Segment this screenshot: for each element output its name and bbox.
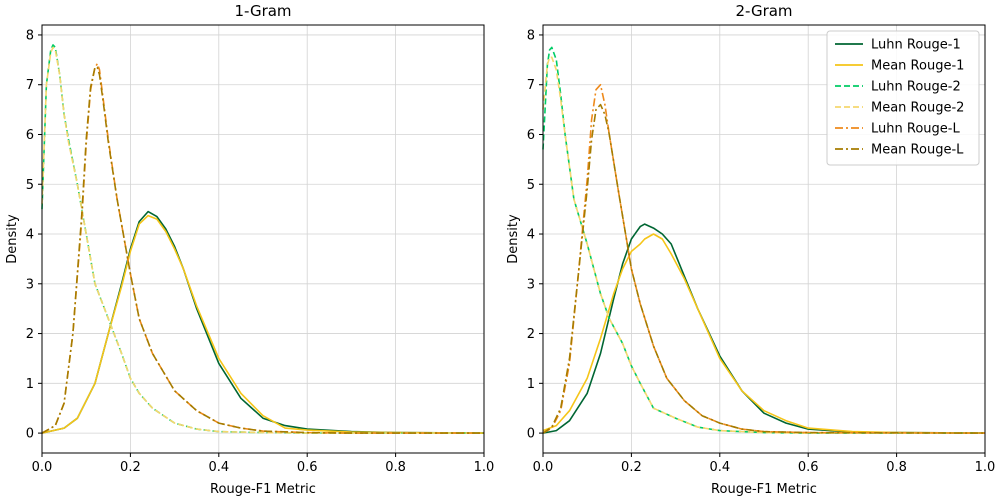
- y-axis-label: Density: [506, 214, 521, 264]
- x-axis-label: Rouge-F1 Metric: [711, 482, 817, 497]
- y-tick-label: 6: [26, 128, 34, 143]
- y-tick-label: 3: [527, 277, 535, 292]
- y-tick-label: 3: [26, 277, 34, 292]
- legend-label: Mean Rouge-1: [871, 59, 964, 74]
- x-tick-label: 0.6: [798, 460, 819, 475]
- y-tick-label: 0: [26, 427, 34, 442]
- y-tick-label: 4: [527, 228, 535, 243]
- x-tick-label: 1.0: [474, 460, 495, 475]
- subplot-0: 0.0 0.2 0.4 0.6 0.8 1.0 0 1 2 3 4 5 6 7 8 1-Gram Rouge-F…: [5, 2, 494, 497]
- x-axis-label: Rouge-F1 Metric: [210, 482, 316, 497]
- x-tick-label: 0.6: [297, 460, 318, 475]
- y-tick-label: 5: [26, 178, 34, 193]
- legend-label: Mean Rouge-L: [871, 143, 964, 158]
- series-line-mean-rouge-2: [542, 56, 985, 434]
- y-tick-label: 8: [26, 28, 34, 43]
- y-tick-label: 7: [26, 78, 34, 93]
- x-tick-label: 0.2: [621, 460, 642, 475]
- plot-area: [42, 25, 484, 453]
- series-line-mean-rouge-1: [542, 233, 986, 434]
- series-line-luhn-rouge-1: [542, 223, 986, 434]
- y-tick-label: 7: [527, 78, 535, 93]
- subplot-1: 0.0 0.2 0.4 0.6 0.8 1.0 0 1 2 3 4 5 6 7 8 2-Gram Rouge-F…: [506, 2, 995, 497]
- y-tick-label: 1: [527, 377, 535, 392]
- y-tick-label: 2: [527, 327, 535, 342]
- y-tick-label: 1: [26, 377, 34, 392]
- series-line-mean-rouge-l: [41, 66, 484, 434]
- y-tick-label: 4: [26, 228, 34, 243]
- y-tick-label: 6: [527, 128, 535, 143]
- series-line-mean-rouge-1: [41, 214, 485, 434]
- y-tick-label: 8: [527, 28, 535, 43]
- legend-label: Mean Rouge-2: [871, 101, 964, 116]
- legend-label: Luhn Rouge-1: [871, 38, 961, 53]
- x-tick-label: 1.0: [975, 460, 996, 475]
- plot-frame: [41, 24, 485, 454]
- y-tick-label: 0: [527, 427, 535, 442]
- y-tick-label: 5: [527, 178, 535, 193]
- x-tick-label: 0.4: [208, 460, 229, 475]
- y-tick-label: 2: [26, 327, 34, 342]
- plot-frame: [542, 24, 986, 454]
- x-tick-label: 0.0: [533, 460, 554, 475]
- legend-box: [826, 30, 980, 166]
- x-tick-label: 0.0: [32, 460, 53, 475]
- legend-label: Luhn Rouge-2: [871, 80, 961, 95]
- series-line-mean-rouge-2: [41, 46, 484, 434]
- x-tick-label: 0.8: [886, 460, 907, 475]
- series-line-mean-rouge-l: [542, 103, 986, 434]
- x-tick-label: 0.2: [120, 460, 141, 475]
- x-tick-label: 0.8: [385, 460, 406, 475]
- legend: Luhn Rouge-1 Mean Rouge-1 Luhn Rouge-2 Mean…: [826, 30, 980, 166]
- legend-label: Luhn Rouge-L: [871, 122, 960, 137]
- chart-title: 2-Gram: [735, 2, 792, 20]
- chart-title: 1-Gram: [234, 2, 291, 20]
- y-axis-label: Density: [5, 214, 20, 264]
- x-tick-label: 0.4: [709, 460, 730, 475]
